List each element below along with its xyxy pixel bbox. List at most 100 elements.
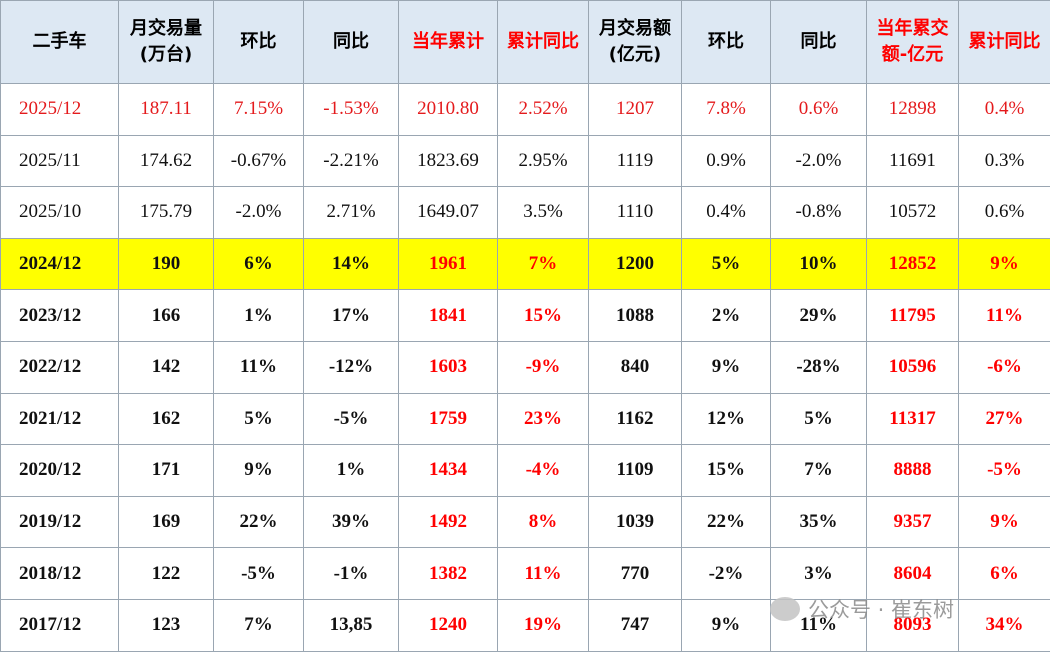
table-cell: 23%: [497, 392, 589, 446]
header-cell: 累计同比: [497, 0, 589, 84]
table-cell: -12%: [303, 340, 399, 394]
table-cell: 0.3%: [958, 134, 1050, 188]
table-cell: 1759: [398, 392, 498, 446]
table-cell: 1119: [588, 134, 682, 188]
table-cell: 142: [118, 340, 214, 394]
table-cell: 9%: [958, 237, 1050, 291]
table-cell: 190: [118, 237, 214, 291]
table-cell: 5%: [213, 392, 304, 446]
table-cell: 1%: [213, 289, 304, 342]
table-row: 2024/12 190 6% 14% 1961 7% 1200 5% 10% 12852 9%: [0, 237, 1050, 291]
table-cell: -0.67%: [213, 134, 304, 188]
table-row: 2018/12 122 -5% -1% 1382 11% 770 -2% 3% 8604 6%: [0, 547, 1050, 600]
header-line: 当年累计: [412, 31, 484, 52]
table-cell: 7%: [497, 237, 589, 291]
header-row: 二手车 月交易量 (万台) 环比 同比 当年累计 累计同比 月交易额 (亿元) 环比 同比 当年累交额…: [0, 0, 1050, 84]
table-cell: 1382: [398, 547, 498, 600]
table-cell: 35%: [770, 495, 867, 549]
table-cell: 1200: [588, 237, 682, 291]
table-body: 2025/12 187.11 7.15% -1.53% 2010.80 2.52% 1207…: [0, 83, 1050, 652]
table-cell: 169: [118, 495, 214, 549]
header-line: (亿元): [608, 44, 662, 65]
table-row: 2019/12 169 22% 39% 1492 8% 1039 22% 35% 9357 9%: [0, 495, 1050, 549]
table-cell: -2%: [681, 547, 771, 600]
table-cell: 8888: [866, 444, 959, 497]
table-cell: 1%: [303, 444, 399, 497]
table-cell: -9%: [497, 340, 589, 394]
table-cell: 162: [118, 392, 214, 446]
table-cell: -2.0%: [213, 186, 304, 239]
table-cell: 39%: [303, 495, 399, 549]
row-label: 2025/12: [0, 83, 119, 136]
header-cell: 当年累计: [398, 0, 498, 84]
table-cell: 15%: [681, 444, 771, 497]
table-cell: 11%: [497, 547, 589, 600]
header-line: 累计同比: [968, 31, 1041, 52]
table-cell: 1823.69: [398, 134, 498, 188]
table-cell: 11%: [958, 289, 1050, 342]
table-cell: 3%: [770, 547, 867, 600]
table-cell: 3.5%: [497, 186, 589, 239]
table-cell: 2.95%: [497, 134, 589, 188]
table-cell: 187.11: [118, 83, 214, 136]
table-cell: -4%: [497, 444, 589, 497]
row-label: 2025/11: [0, 134, 119, 188]
header-line: 额-亿元: [881, 44, 944, 65]
table-cell: 2.52%: [497, 83, 589, 136]
table-cell: 11691: [866, 134, 959, 188]
table-cell: 2010.80: [398, 83, 498, 136]
header-cell: 环比: [213, 0, 304, 84]
table-row: 2023/12 166 1% 17% 1841 15% 1088 2% 29% 11795 11%: [0, 289, 1050, 342]
table-cell: 0.6%: [958, 186, 1050, 239]
table-cell: 7%: [770, 444, 867, 497]
table-cell: 1603: [398, 340, 498, 394]
table-cell: 11317: [866, 392, 959, 446]
table-cell: 34%: [958, 598, 1050, 652]
table-cell: 1434: [398, 444, 498, 497]
table-cell: 7%: [213, 598, 304, 652]
row-label: 2024/12: [0, 237, 119, 291]
table-cell: 166: [118, 289, 214, 342]
header-line: 环比: [240, 31, 277, 52]
row-label: 2019/12: [0, 495, 119, 549]
table-cell: 1492: [398, 495, 498, 549]
header-line: 环比: [708, 31, 744, 52]
table-cell: 122: [118, 547, 214, 600]
table-cell: 6%: [958, 547, 1050, 600]
header-cell: 环比: [681, 0, 771, 84]
table-cell: 12898: [866, 83, 959, 136]
table-cell: 1109: [588, 444, 682, 497]
header-line: (万台): [139, 44, 193, 65]
watermark-text: 公众号 · 崔东树: [808, 598, 955, 622]
table-cell: 8093: [866, 598, 959, 652]
header-line: 月交易额: [599, 18, 671, 39]
table-cell: -0.8%: [770, 186, 867, 239]
header-cell: 累计同比: [958, 0, 1050, 84]
table-cell: -1.53%: [303, 83, 399, 136]
row-label: 2025/10: [0, 186, 119, 239]
table-row: 2021/12 162 5% -5% 1759 23% 1162 12% 5% 11317 27%: [0, 392, 1050, 446]
table-cell: -6%: [958, 340, 1050, 394]
table-cell: -2.0%: [770, 134, 867, 188]
header-cell: 当年累交 额-亿元: [866, 0, 959, 84]
table-cell: 1110: [588, 186, 682, 239]
table-cell: 12%: [681, 392, 771, 446]
table-cell: 7.8%: [681, 83, 771, 136]
table-cell: 1649.07: [398, 186, 498, 239]
table-row: 2022/12 142 11% -12% 1603 -9% 840 9% -28% 10596 -6…: [0, 340, 1050, 394]
table-header: 二手车 月交易量 (万台) 环比 同比 当年累计 累计同比 月交易额 (亿元) 环比 同比 当年累交额…: [0, 0, 1050, 84]
table-row: 2025/10 175.79 -2.0% 2.71% 1649.07 3.5% 1110 0.…: [0, 186, 1050, 239]
row-label: 2018/12: [0, 547, 119, 600]
header-line: 月交易量: [130, 18, 202, 39]
table-cell: 10572: [866, 186, 959, 239]
table-cell: 5%: [681, 237, 771, 291]
table-cell: 6%: [213, 237, 304, 291]
table-cell: 13,85: [303, 598, 399, 652]
table-cell: 175.79: [118, 186, 214, 239]
watermark-icon: [770, 597, 800, 621]
table-cell: -28%: [770, 340, 867, 394]
table-cell: 12852: [866, 237, 959, 291]
table-cell: 0.4%: [958, 83, 1050, 136]
